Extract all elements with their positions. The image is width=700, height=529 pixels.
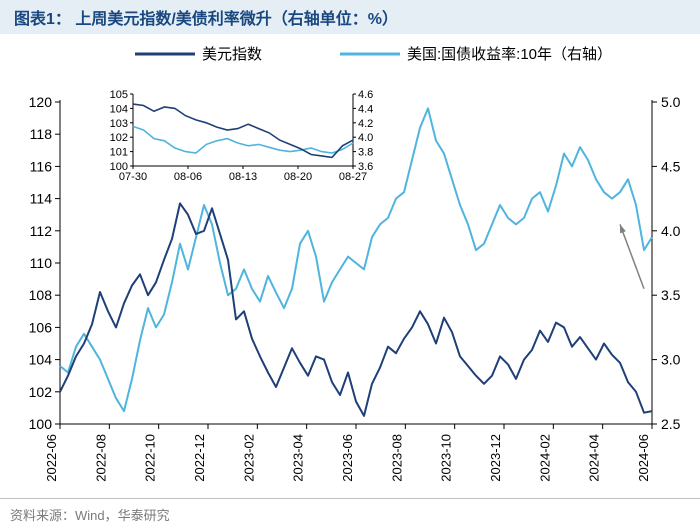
svg-text:2024-06: 2024-06 [636,434,651,482]
svg-text:5.0: 5.0 [661,94,681,110]
svg-text:116: 116 [30,158,53,174]
svg-text:2024-04: 2024-04 [587,434,602,482]
svg-text:3.0: 3.0 [661,352,681,368]
svg-text:102: 102 [110,132,128,144]
svg-text:3.5: 3.5 [661,287,681,303]
svg-text:08-13: 08-13 [229,171,257,183]
svg-text:2023-08: 2023-08 [389,434,404,482]
svg-text:4.0: 4.0 [358,132,373,144]
svg-text:08-20: 08-20 [284,171,312,183]
svg-text:2023-02: 2023-02 [241,434,256,482]
divider [0,498,700,499]
svg-text:2022-08: 2022-08 [93,434,108,482]
svg-text:美国:国债收益率:10年（右轴）: 美国:国债收益率:10年（右轴） [407,46,612,63]
svg-text:08-27: 08-27 [339,171,367,183]
svg-text:美元指数: 美元指数 [202,46,262,63]
chart-title: 图表1： 上周美元指数/美债利率微升（右轴单位：%） [0,5,398,29]
svg-text:104: 104 [29,352,53,368]
svg-text:2.5: 2.5 [661,416,681,432]
svg-text:114: 114 [30,191,53,207]
svg-text:4.0: 4.0 [661,223,681,239]
svg-text:07-30: 07-30 [119,171,147,183]
svg-text:2023-12: 2023-12 [488,434,503,482]
svg-text:2023-04: 2023-04 [291,434,306,482]
svg-text:4.4: 4.4 [358,103,373,115]
svg-text:2023-10: 2023-10 [439,434,454,482]
svg-text:110: 110 [30,255,53,271]
svg-text:4.2: 4.2 [358,118,373,130]
chart-figure: 图表1： 上周美元指数/美债利率微升（右轴单位：%） 美元指数 美国:国债收益率:… [0,0,700,529]
svg-text:2022-10: 2022-10 [143,434,158,482]
svg-text:4.5: 4.5 [661,158,681,174]
svg-text:2022-12: 2022-12 [192,434,207,482]
svg-text:3.8: 3.8 [358,147,373,159]
svg-text:120: 120 [29,94,53,110]
svg-text:2024-02: 2024-02 [537,434,552,482]
svg-text:106: 106 [29,319,53,335]
svg-text:118: 118 [30,126,53,142]
svg-text:105: 105 [110,89,128,101]
svg-text:103: 103 [110,118,128,130]
title-bar: 图表1： 上周美元指数/美债利率微升（右轴单位：%） [0,0,700,34]
svg-text:104: 104 [110,103,128,115]
svg-text:100: 100 [29,416,53,432]
svg-text:102: 102 [29,384,53,400]
svg-text:08-06: 08-06 [174,171,202,183]
svg-text:4.6: 4.6 [358,89,373,101]
svg-text:2023-06: 2023-06 [340,434,355,482]
svg-text:2022-06: 2022-06 [44,434,59,482]
svg-text:108: 108 [29,287,53,303]
svg-text:101: 101 [110,147,128,159]
source-text: 资料来源：Wind，华泰研究 [10,505,170,524]
svg-text:112: 112 [30,223,53,239]
dual-axis-chart: 美元指数 美国:国债收益率:10年（右轴） 100 102 104 106 108 110 11… [0,34,700,498]
